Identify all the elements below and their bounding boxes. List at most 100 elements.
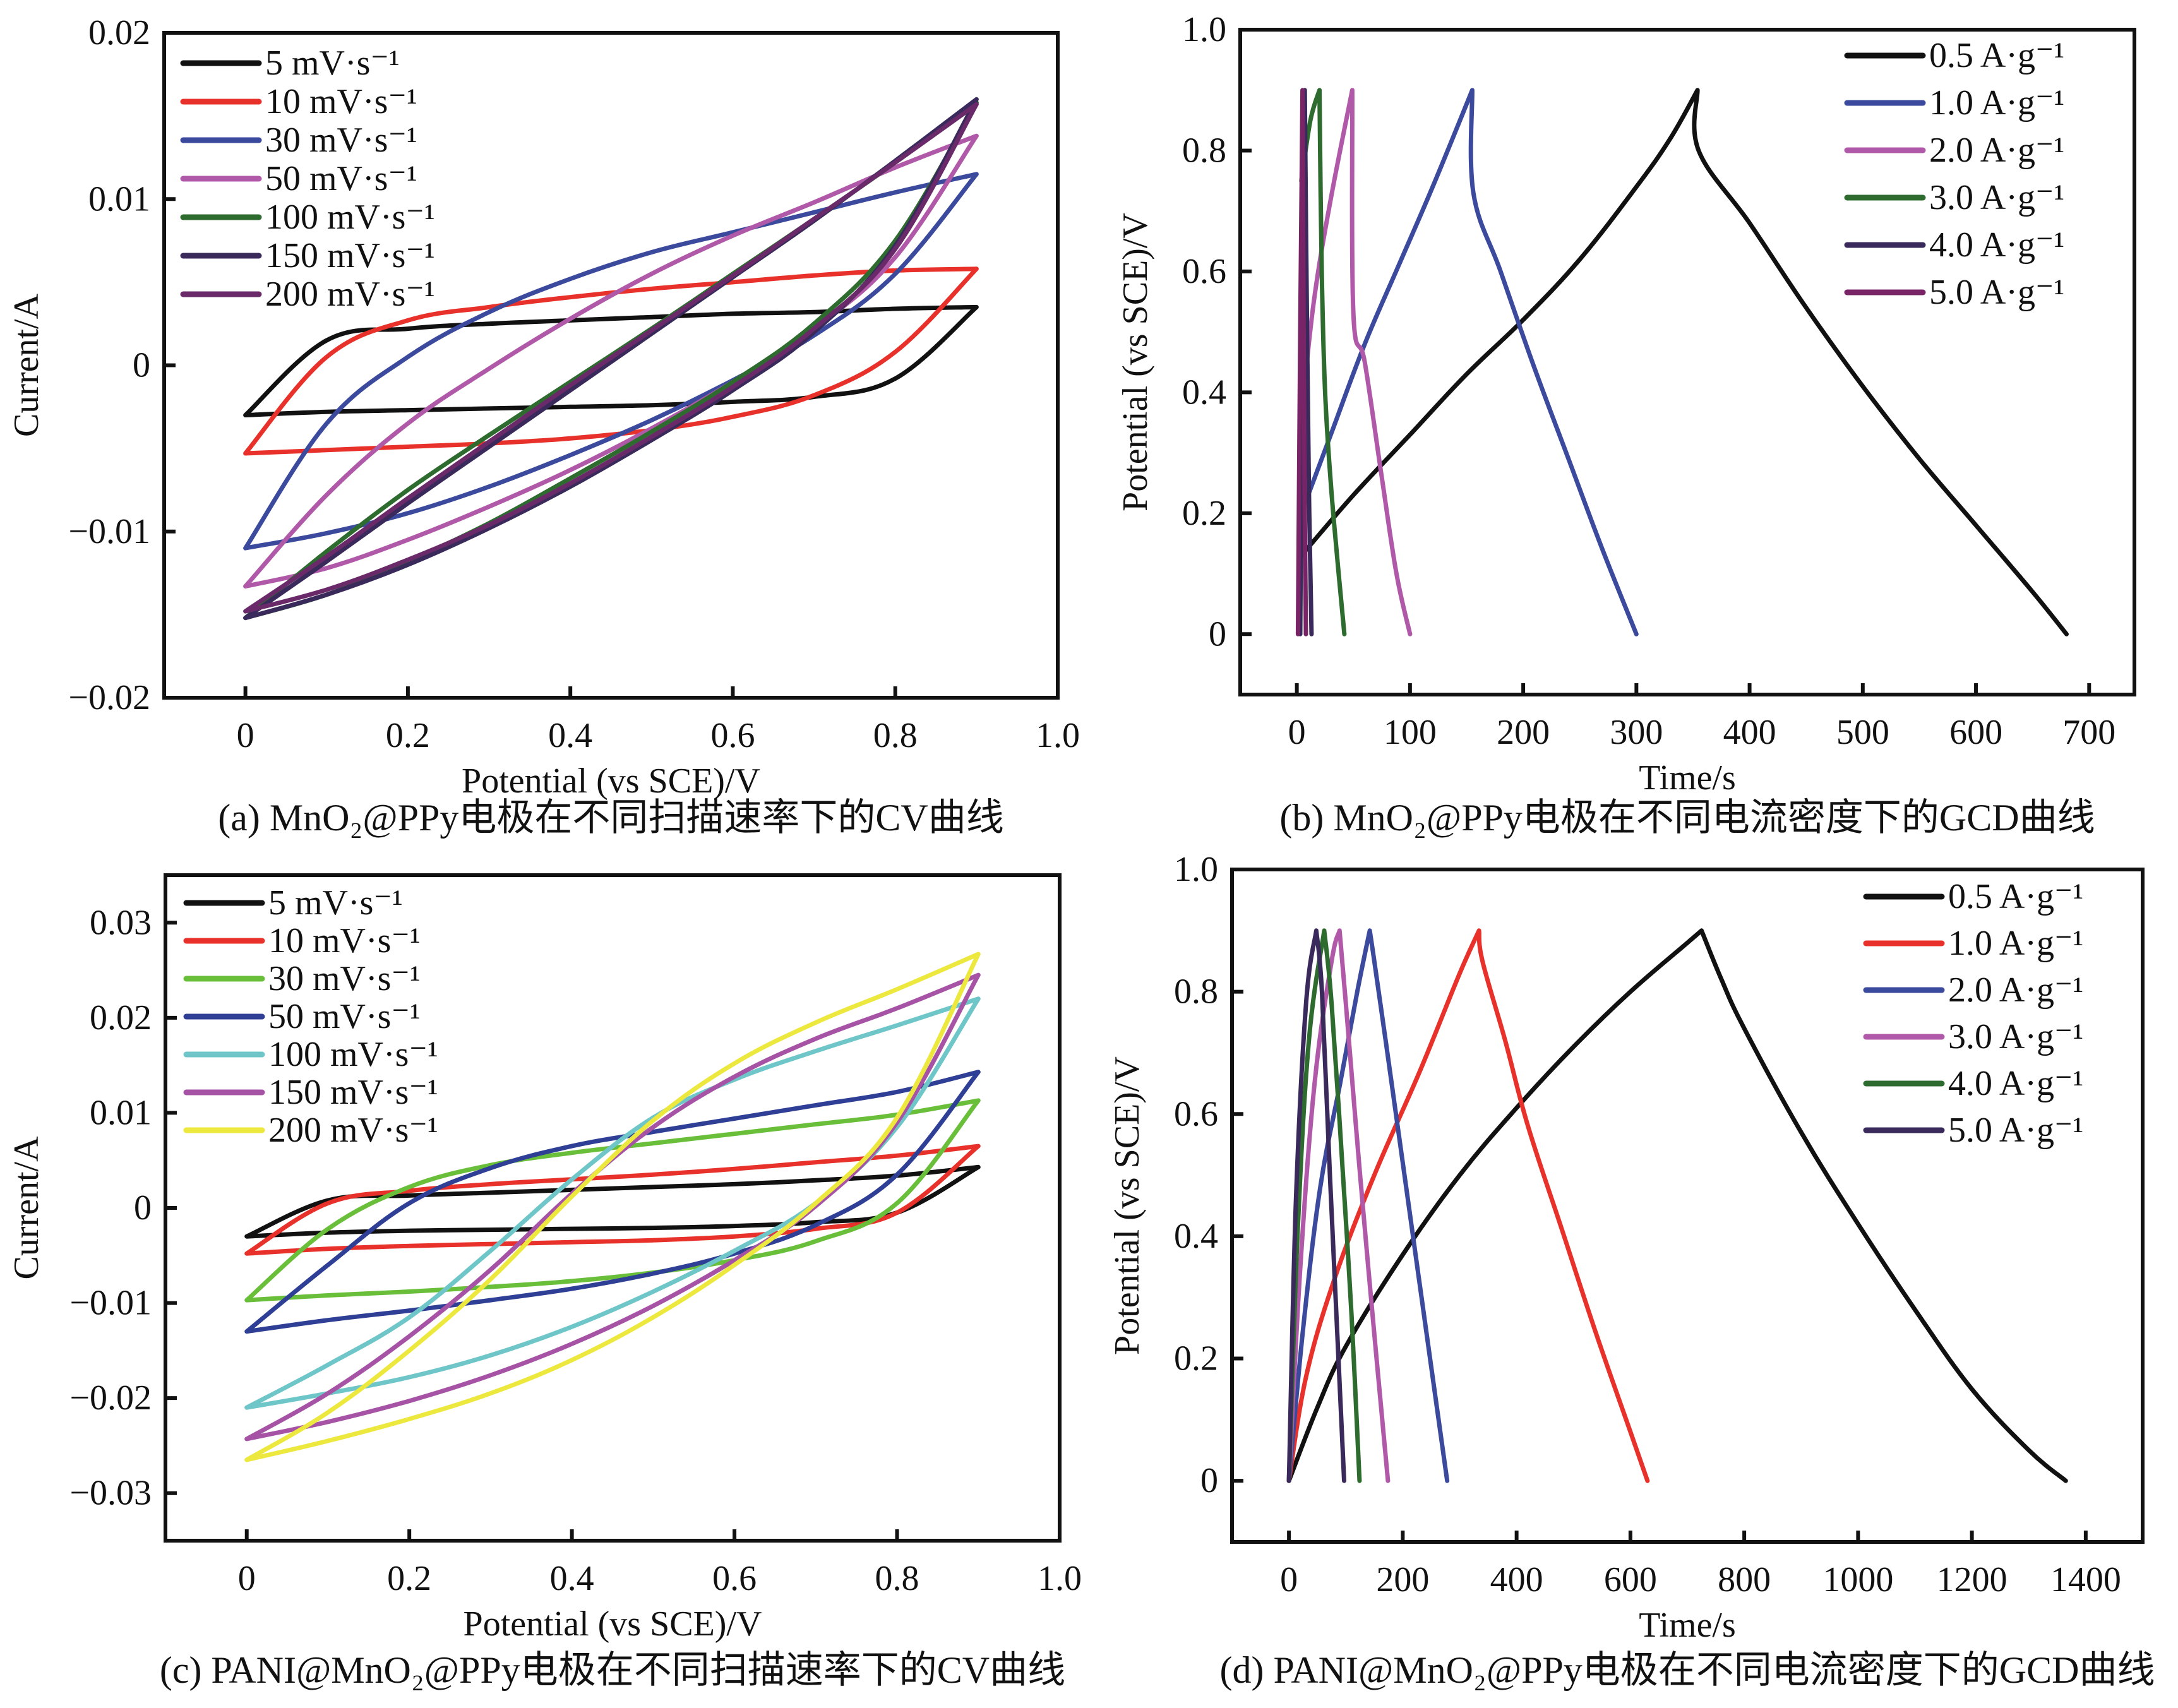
legend-label: 4.0 A·g⁻¹ bbox=[1948, 1064, 2083, 1103]
legend-label: 150 mV·s⁻¹ bbox=[268, 1073, 438, 1112]
series-line-d-5 bbox=[1286, 928, 1346, 1483]
x-tick-label: 0 bbox=[1280, 1560, 1298, 1599]
legend-label: 200 mV·s⁻¹ bbox=[265, 275, 435, 314]
legend-label: 10 mV·s⁻¹ bbox=[265, 82, 417, 121]
legend-label: 50 mV·s⁻¹ bbox=[268, 997, 421, 1036]
x-tick-label: 200 bbox=[1376, 1560, 1429, 1599]
x-tick-label: 100 bbox=[1384, 713, 1437, 752]
plot-area bbox=[1295, 88, 2069, 636]
y-tick-label: 0.8 bbox=[1182, 131, 1226, 170]
x-tick-label: 200 bbox=[1497, 713, 1550, 752]
x-tick-label: 500 bbox=[1836, 713, 1889, 752]
x-tick-label: 400 bbox=[1723, 713, 1776, 752]
x-tick-label: 1.0 bbox=[1038, 1559, 1082, 1598]
series-line-b-3 bbox=[1299, 88, 1347, 636]
legend-label: 100 mV·s⁻¹ bbox=[265, 198, 435, 237]
axes-frame bbox=[1238, 28, 2136, 696]
plot-area bbox=[243, 97, 979, 621]
series-line-c-4 bbox=[244, 996, 981, 1410]
chart-d: 0 200 400 600 800 1000 1200 1400 0 0.2 0.4 0.6 0.8 1.… bbox=[1108, 850, 2155, 1691]
y-axis-title: Current/A bbox=[7, 1136, 46, 1280]
x-tick-label: 0.8 bbox=[875, 1559, 919, 1598]
y-tick-label: −0.01 bbox=[68, 512, 150, 551]
x-tick-label: 400 bbox=[1490, 1560, 1543, 1599]
legend-label: 30 mV·s⁻¹ bbox=[268, 959, 421, 998]
series-line-a-5 bbox=[243, 97, 979, 621]
y-tick-label: 0.03 bbox=[90, 903, 152, 942]
panel-caption: (b) MnO₂@PPy电极在不同电流密度下的GCD曲线 bbox=[1279, 797, 2095, 839]
legend-label: 2.0 A·g⁻¹ bbox=[1948, 970, 2083, 1010]
y-tick-label: 0.02 bbox=[88, 13, 150, 52]
legend-label: 1.0 A·g⁻¹ bbox=[1948, 924, 2083, 963]
series-line-c-3 bbox=[244, 1070, 981, 1334]
series-line-d-1 bbox=[1286, 928, 1650, 1483]
plot-area bbox=[1286, 928, 2068, 1483]
y-tick-label: −0.02 bbox=[68, 678, 150, 717]
x-tick-label: 1.0 bbox=[1036, 716, 1080, 755]
series-line-d-4 bbox=[1286, 928, 1362, 1483]
x-tick-label: 0.2 bbox=[387, 1559, 431, 1598]
y-tick-label: 0.8 bbox=[1174, 972, 1218, 1012]
panel-caption: (a) MnO₂@PPy电极在不同扫描速率下的CV曲线 bbox=[218, 797, 1004, 839]
series-line-c-1 bbox=[244, 1144, 981, 1256]
x-tick-label: 600 bbox=[1949, 713, 2002, 752]
x-axis-title: Potential (vs SCE)/V bbox=[462, 761, 760, 801]
panel-caption: (c) PANI@MnO₂@PPy电极在不同扫描速率下的CV曲线 bbox=[160, 1649, 1065, 1691]
x-tick-label: 0.8 bbox=[873, 716, 918, 755]
x-axis-title: Time/s bbox=[1639, 758, 1736, 797]
legend-label: 10 mV·s⁻¹ bbox=[268, 921, 421, 960]
y-tick-label: 0 bbox=[1200, 1461, 1218, 1500]
plot-area bbox=[244, 952, 981, 1462]
x-tick-label: 0.6 bbox=[710, 716, 755, 755]
panel-caption: (d) PANI@MnO₂@PPy电极在不同电流密度下的GCD曲线 bbox=[1220, 1649, 2155, 1691]
y-tick-label: 0.2 bbox=[1182, 494, 1226, 533]
legend: 0.5 A·g⁻¹ 1.0 A·g⁻¹ 2.0 A·g⁻¹ 3.0 A·g⁻¹ 4.0 … bbox=[1863, 877, 2083, 1150]
series-line-a-0 bbox=[243, 304, 979, 417]
x-tick-label: 800 bbox=[1718, 1560, 1771, 1599]
series-line-d-2 bbox=[1286, 928, 1450, 1483]
legend-label: 5 mV·s⁻¹ bbox=[268, 883, 403, 923]
x-tick-label: 0.4 bbox=[550, 1559, 594, 1598]
y-tick-label: 1.0 bbox=[1174, 850, 1218, 889]
y-tick-label: 0 bbox=[1209, 614, 1226, 654]
x-tick-label: 0.6 bbox=[712, 1559, 757, 1598]
series-line-d-0 bbox=[1286, 928, 2068, 1483]
x-tick-label: 1200 bbox=[1937, 1560, 2007, 1599]
y-tick-label: −0.03 bbox=[69, 1474, 152, 1513]
x-tick-label: 1000 bbox=[1822, 1560, 1893, 1599]
y-tick-label: 0.01 bbox=[88, 179, 150, 218]
x-axis-title: Potential (vs SCE)/V bbox=[464, 1604, 762, 1644]
legend-label: 4.0 A·g⁻¹ bbox=[1929, 225, 2064, 265]
series-line-c-2 bbox=[244, 1098, 981, 1303]
legend-label: 2.0 A·g⁻¹ bbox=[1929, 131, 2064, 170]
y-axis-title: Potential (vs SCE)/V bbox=[1108, 1056, 1147, 1355]
y-axis-title: Current/A bbox=[7, 293, 46, 437]
legend-label: 50 mV·s⁻¹ bbox=[265, 159, 417, 198]
legend-label: 0.5 A·g⁻¹ bbox=[1929, 36, 2064, 75]
series-line-d-3 bbox=[1286, 928, 1391, 1483]
chart-a: 0 0.2 0.4 0.6 0.8 1.0 −0.02 −0.01 0 0.01 0.02 Poten… bbox=[7, 13, 1080, 839]
x-tick-label: 0 bbox=[238, 1559, 256, 1598]
legend-label: 0.5 A·g⁻¹ bbox=[1948, 877, 2083, 916]
y-tick-label: 0.4 bbox=[1174, 1217, 1218, 1256]
legend-label: 5 mV·s⁻¹ bbox=[265, 44, 400, 83]
x-tick-label: 0 bbox=[1288, 713, 1306, 752]
x-tick-label: 700 bbox=[2062, 713, 2115, 752]
y-tick-label: 0.2 bbox=[1174, 1339, 1218, 1378]
y-tick-label: 0.01 bbox=[90, 1093, 152, 1132]
legend-label: 200 mV·s⁻¹ bbox=[268, 1111, 438, 1150]
x-tick-label: 1400 bbox=[2050, 1560, 2121, 1599]
y-axis-title: Potential (vs SCE)/V bbox=[1116, 213, 1155, 511]
series-line-b-2 bbox=[1299, 88, 1413, 636]
series-line-b-5 bbox=[1295, 88, 1308, 636]
series-line-a-2 bbox=[243, 172, 979, 551]
x-tick-label: 0 bbox=[237, 716, 254, 755]
y-tick-label: 0.6 bbox=[1174, 1094, 1218, 1133]
y-tick-label: −0.01 bbox=[69, 1284, 152, 1323]
y-tick-label: 0.02 bbox=[90, 998, 152, 1037]
legend-label: 1.0 A·g⁻¹ bbox=[1929, 83, 2064, 122]
legend-label: 30 mV·s⁻¹ bbox=[265, 121, 417, 160]
x-tick-label: 0.2 bbox=[386, 716, 430, 755]
